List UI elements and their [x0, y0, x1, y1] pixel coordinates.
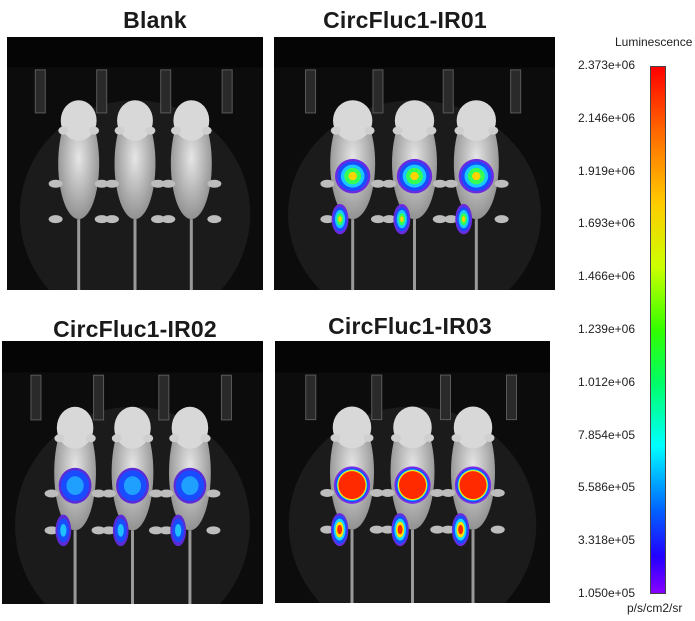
clamp-bar: [305, 69, 317, 114]
signal-blob: [117, 524, 124, 537]
clamp-bar: [93, 374, 105, 421]
colorbar-tick-label: 1.050e+05: [577, 586, 635, 600]
signal-blob: [398, 471, 427, 500]
clamp-bar: [442, 69, 454, 114]
colorbar-tick-label: 2.146e+06: [577, 110, 635, 125]
signal-blob: [175, 524, 182, 537]
mouse: [382, 100, 447, 290]
mouse: [161, 100, 222, 290]
colorbar-tick-label: 1.693e+06: [577, 216, 635, 231]
clamp-bar: [96, 69, 108, 114]
mouse: [320, 406, 384, 603]
mouse: [441, 406, 505, 603]
signal-blob: [459, 471, 487, 500]
signal-blob: [397, 524, 403, 535]
colorbar-tick-label: 7.854e+05: [577, 427, 635, 442]
mouse: [102, 406, 163, 604]
signal-blob: [461, 216, 466, 223]
clamp-bar: [440, 374, 451, 421]
clamp-bar: [506, 374, 517, 421]
panel-title-ir03: CircFluc1-IR03: [328, 313, 492, 339]
signal-blob: [458, 524, 464, 535]
panel-title-blank: Blank: [123, 7, 187, 33]
signal-blob: [66, 476, 84, 496]
colorbar-tick-label: 3.318e+05: [577, 533, 635, 548]
clamp-bar: [510, 69, 522, 114]
mice-image: [2, 341, 263, 604]
mouse: [104, 100, 166, 290]
image-panel-ir03: [275, 341, 550, 603]
signal-blob: [472, 172, 481, 181]
clamp-bar: [305, 374, 317, 421]
colorbar-tick-label: 1.466e+06: [577, 269, 635, 284]
colorbar-unit: p/s/cm2/sr: [627, 601, 683, 615]
mouse: [320, 100, 385, 290]
colorbar-tick-label: 1.239e+06: [577, 322, 635, 336]
signal-blob: [337, 524, 343, 535]
mice-image: [274, 37, 555, 290]
mouse: [44, 406, 106, 604]
signal-blob: [338, 216, 342, 223]
signal-blob: [123, 476, 142, 496]
colorbar-gradient: [650, 66, 666, 594]
colorbar-title: Luminescence: [615, 35, 693, 49]
image-panel-ir02: [2, 341, 263, 604]
signal-blob: [400, 216, 404, 223]
signal-blob: [60, 524, 67, 537]
clamp-bar: [372, 69, 384, 114]
mouse: [48, 100, 109, 290]
clamp-bar: [30, 374, 42, 421]
clamp-bar: [221, 69, 233, 114]
colorbar-tick-label: 2.373e+06: [577, 58, 635, 72]
clamp-bar: [220, 374, 232, 421]
signal-blob: [338, 471, 366, 500]
mouse: [444, 100, 509, 290]
colorbar-tick-label: 1.012e+06: [577, 374, 635, 389]
image-panel-ir01: [274, 37, 555, 290]
mice-image: [7, 37, 263, 290]
colorbar-tick-label: 5.586e+05: [577, 480, 635, 495]
clamp-bar: [158, 374, 170, 421]
mouse: [380, 406, 445, 603]
clamp-bar: [34, 69, 46, 114]
clamp-bar: [371, 374, 383, 421]
mice-image: [275, 341, 550, 603]
panel-title-ir01: CircFluc1-IR01: [323, 7, 487, 33]
colorbar-tick-label: 1.919e+06: [577, 163, 635, 178]
signal-blob: [410, 172, 419, 181]
image-panel-blank: [7, 37, 263, 290]
panel-title-ir02: CircFluc1-IR02: [53, 316, 217, 342]
clamp-bar: [160, 69, 172, 114]
signal-blob: [348, 172, 357, 181]
signal-blob: [181, 476, 199, 496]
mouse: [159, 406, 221, 604]
